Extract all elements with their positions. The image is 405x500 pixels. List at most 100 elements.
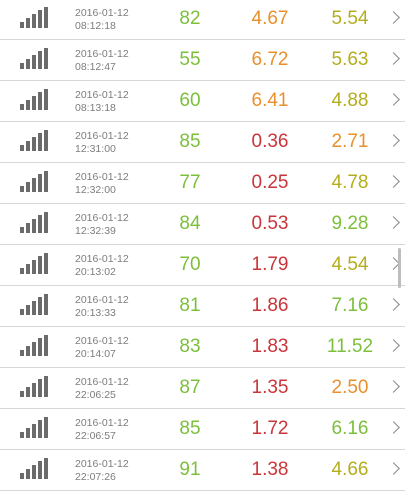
signal-bar: [26, 264, 30, 274]
timestamp: 2016-01-12 12:32:39: [75, 212, 129, 238]
list-item[interactable]: 2016-01-12 20:13:02 70 1.79 4.54: [0, 245, 405, 286]
chevron-right-icon[interactable]: [387, 462, 400, 475]
signal-bar: [26, 428, 30, 438]
signal-bar: [44, 376, 48, 397]
signal-bar: [26, 100, 30, 110]
chevron-right-icon[interactable]: [387, 134, 400, 147]
timestamp-date: 2016-01-12: [75, 294, 129, 306]
score-value: 91: [179, 459, 201, 480]
timestamp: 2016-01-12 12:32:00: [75, 171, 129, 197]
timestamp-date: 2016-01-12: [75, 253, 129, 265]
signal-bar: [26, 305, 30, 315]
chevron-right-icon[interactable]: [387, 298, 400, 311]
signal-strength-icon: [20, 458, 52, 479]
metric-value-1: 0.53: [251, 213, 289, 234]
timestamp: 2016-01-12 22:06:25: [75, 376, 129, 402]
timestamp-date: 2016-01-12: [75, 335, 129, 347]
timestamp: 2016-01-12 12:31:00: [75, 130, 129, 156]
metric-value-1: 1.83: [251, 336, 289, 357]
score-value: 83: [179, 336, 201, 357]
signal-strength-icon: [20, 7, 52, 28]
signal-bar: [38, 420, 42, 438]
signal-strength-icon: [20, 294, 52, 315]
signal-strength-icon: [20, 212, 52, 233]
signal-bar: [20, 268, 24, 274]
metric-value-2: 11.52: [326, 336, 374, 357]
metric-value-2: 4.78: [331, 172, 369, 193]
timestamp: 2016-01-12 08:13:18: [75, 89, 129, 115]
chevron-right-icon[interactable]: [387, 421, 400, 434]
timestamp: 2016-01-12 20:13:33: [75, 294, 129, 320]
chevron-right-icon[interactable]: [387, 339, 400, 352]
timestamp: 2016-01-12 08:12:18: [75, 7, 129, 33]
score-value: 87: [179, 377, 201, 398]
signal-bar: [20, 227, 24, 233]
chevron-right-icon[interactable]: [387, 216, 400, 229]
chevron-right-icon[interactable]: [387, 93, 400, 106]
signal-bar: [38, 379, 42, 397]
timestamp-date: 2016-01-12: [75, 48, 129, 60]
signal-bar: [44, 130, 48, 151]
signal-bar: [38, 10, 42, 28]
signal-strength-icon: [20, 417, 52, 438]
timestamp-time: 20:13:02: [75, 266, 116, 278]
signal-bar: [26, 346, 30, 356]
chevron-right-icon[interactable]: [387, 11, 400, 24]
timestamp-time: 12:32:39: [75, 225, 116, 237]
signal-bar: [20, 309, 24, 315]
timestamp: 2016-01-12 08:12:47: [75, 48, 129, 74]
metric-value-2: 4.66: [331, 459, 369, 480]
list-item[interactable]: 2016-01-12 22:06:57 85 1.72 6.16: [0, 409, 405, 450]
metric-value-1: 1.38: [251, 459, 289, 480]
metric-value-1: 6.72: [251, 49, 289, 70]
list-item[interactable]: 2016-01-12 12:31:00 85 0.36 2.71: [0, 122, 405, 163]
timestamp: 2016-01-12 22:06:57: [75, 417, 129, 443]
metric-value-1: 1.35: [251, 377, 289, 398]
timestamp-date: 2016-01-12: [75, 376, 129, 388]
timestamp-time: 20:13:33: [75, 307, 116, 319]
timestamp-time: 22:06:25: [75, 389, 116, 401]
timestamp-date: 2016-01-12: [75, 458, 129, 470]
signal-bar: [32, 178, 36, 192]
metric-value-2: 4.88: [331, 90, 369, 111]
timestamp: 2016-01-12 20:14:07: [75, 335, 129, 361]
signal-bar: [32, 301, 36, 315]
chevron-right-icon[interactable]: [387, 380, 400, 393]
timestamp-date: 2016-01-12: [75, 212, 129, 224]
list-item[interactable]: 2016-01-12 08:12:18 82 4.67 5.54: [0, 0, 405, 40]
score-value: 60: [179, 90, 201, 111]
signal-strength-icon: [20, 376, 52, 397]
signal-bar: [44, 212, 48, 233]
list-item[interactable]: 2016-01-12 22:06:25 87 1.35 2.50: [0, 368, 405, 409]
metric-value-2: 2.50: [331, 377, 369, 398]
signal-bar: [38, 461, 42, 479]
signal-bar: [44, 48, 48, 69]
metric-value-2: 2.71: [331, 131, 369, 152]
signal-bar: [32, 342, 36, 356]
signal-bar: [20, 432, 24, 438]
list-item[interactable]: 2016-01-12 12:32:39 84 0.53 9.28: [0, 204, 405, 245]
list-item[interactable]: 2016-01-12 08:13:18 60 6.41 4.88: [0, 81, 405, 122]
signal-bar: [32, 465, 36, 479]
metric-value-2: 5.54: [331, 8, 369, 29]
timestamp-time: 20:14:07: [75, 348, 116, 360]
timestamp-time: 22:07:26: [75, 471, 116, 483]
list-item[interactable]: 2016-01-12 22:07:26 91 1.38 4.66: [0, 450, 405, 491]
timestamp-time: 08:12:18: [75, 20, 116, 32]
list-item[interactable]: 2016-01-12 08:12:47 55 6.72 5.63: [0, 40, 405, 81]
chevron-right-icon[interactable]: [387, 52, 400, 65]
timestamp-date: 2016-01-12: [75, 7, 129, 19]
list-item[interactable]: 2016-01-12 12:32:00 77 0.25 4.78: [0, 163, 405, 204]
chevron-right-icon[interactable]: [387, 175, 400, 188]
signal-bar: [26, 182, 30, 192]
signal-bar: [32, 137, 36, 151]
list-item[interactable]: 2016-01-12 20:14:07 83 1.83 11.52: [0, 327, 405, 368]
scrollbar[interactable]: [398, 248, 401, 288]
list-item[interactable]: 2016-01-12 20:13:33 81 1.86 7.16: [0, 286, 405, 327]
timestamp-time: 08:12:47: [75, 61, 116, 73]
metric-value-1: 0.36: [251, 131, 289, 152]
signal-bar: [32, 219, 36, 233]
signal-bar: [32, 383, 36, 397]
signal-bar: [38, 92, 42, 110]
signal-bar: [32, 260, 36, 274]
